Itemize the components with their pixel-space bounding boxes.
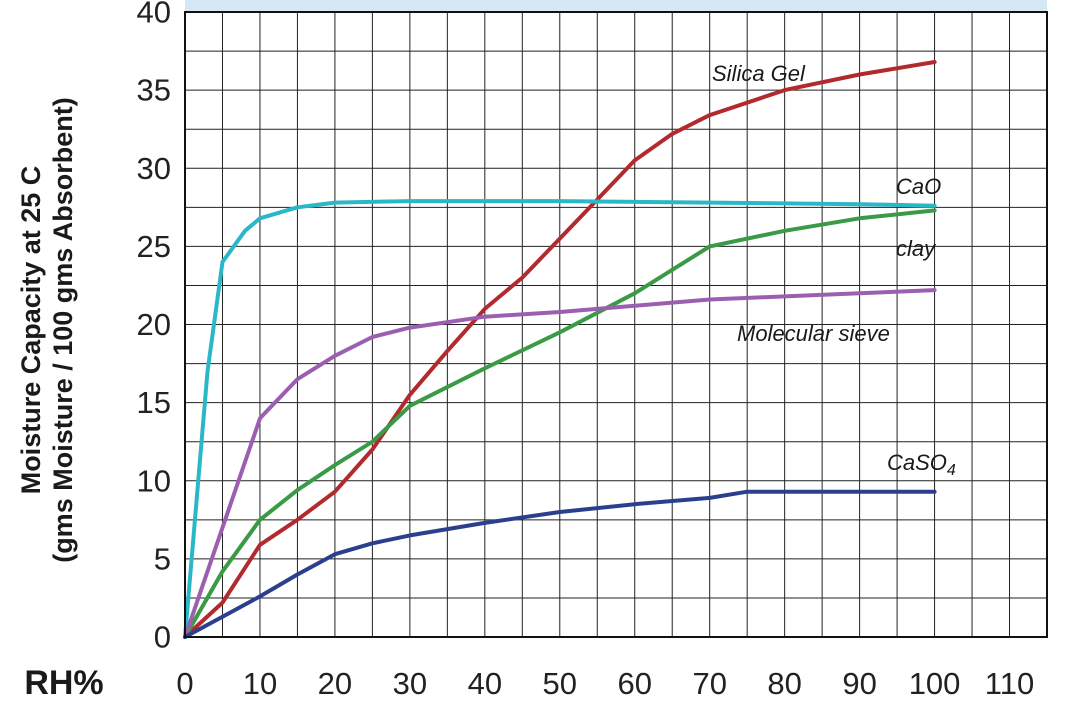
series-label-caso4-main: CaSO xyxy=(887,450,947,475)
x-tick-label: 60 xyxy=(617,666,651,701)
x-tick-label: 50 xyxy=(543,666,577,701)
series-line-molecular-sieve xyxy=(183,288,937,639)
series-label-caso4: CaSO4 xyxy=(887,450,956,479)
y-tick-label: 0 xyxy=(154,620,171,655)
x-tick-labels: 0 10 20 30 40 50 60 70 80 90 100 110 xyxy=(176,666,1034,701)
y-axis-label-line1: Moisture Capacity at 25 C xyxy=(16,166,46,495)
y-tick-labels: 0 5 10 15 20 25 30 35 40 xyxy=(137,0,171,655)
y-tick-label: 10 xyxy=(137,463,171,498)
plot-frame xyxy=(184,11,1048,638)
x-tick-label: 30 xyxy=(393,666,427,701)
series-line-silica-gel xyxy=(183,60,937,639)
series-label-silica-gel: Silica Gel xyxy=(712,61,806,86)
series-lines xyxy=(183,60,937,639)
x-axis-label: RH% xyxy=(24,664,103,702)
y-axis-label-line2: (gms Moisture / 100 gms Absorbent) xyxy=(48,97,78,563)
series-label-clay: clay xyxy=(896,236,937,261)
series-label-cao: CaO xyxy=(896,174,941,199)
y-tick-label: 15 xyxy=(137,385,171,420)
x-tick-label: 10 xyxy=(243,666,277,701)
y-tick-label: 5 xyxy=(154,541,171,576)
y-tick-label: 30 xyxy=(137,151,171,186)
x-tick-label: 90 xyxy=(842,666,876,701)
series-label-caso4-subscript: 4 xyxy=(947,462,956,479)
series-line-clay xyxy=(183,208,937,639)
y-tick-label: 25 xyxy=(137,229,171,264)
x-tick-label: 0 xyxy=(176,666,193,701)
x-tick-label: 20 xyxy=(318,666,352,701)
x-tick-label: 40 xyxy=(468,666,502,701)
y-tick-label: 35 xyxy=(137,73,171,108)
series-line-cao xyxy=(183,199,937,639)
x-tick-label: 110 xyxy=(985,666,1034,701)
header-band xyxy=(185,0,1047,12)
x-tick-label: 80 xyxy=(767,666,801,701)
series-label-molecular-sieve: Molecular sieve xyxy=(737,321,890,346)
y-axis-label: Moisture Capacity at 25 C (gms Moisture … xyxy=(16,97,78,563)
series-line-caso xyxy=(183,489,937,639)
y-tick-label: 20 xyxy=(137,307,171,342)
y-tick-label: 40 xyxy=(137,0,171,30)
x-tick-label: 70 xyxy=(692,666,726,701)
x-tick-label: 100 xyxy=(909,666,961,701)
grid-lines xyxy=(185,12,1047,637)
